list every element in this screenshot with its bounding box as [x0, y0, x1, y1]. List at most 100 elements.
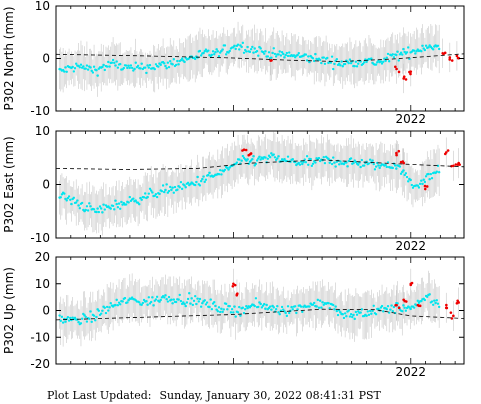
- red-point: [456, 299, 459, 303]
- cyan-point: [368, 309, 372, 313]
- cyan-point: [195, 180, 198, 184]
- red-point: [232, 282, 235, 286]
- cyan-point: [295, 311, 298, 315]
- cyan-point: [161, 184, 165, 187]
- cyan-point: [183, 302, 186, 306]
- figure-canvas: -10 0 10 2022 P302 North (mm) -10 0 10 2022 P302…: [2, 0, 465, 379]
- cyan-point: [104, 311, 108, 315]
- cyan-point: [207, 49, 210, 52]
- cyan-point: [139, 67, 142, 70]
- cyan-point: [334, 165, 337, 168]
- red-point: [397, 70, 401, 74]
- x-tick-label: 2022: [396, 365, 427, 379]
- y-tick-label: 20: [35, 250, 50, 264]
- error-bars: [59, 21, 458, 97]
- cyan-point: [223, 168, 227, 171]
- cyan-point: [102, 63, 105, 67]
- data-points: [58, 41, 461, 81]
- cyan-point: [327, 157, 330, 161]
- cyan-point: [201, 177, 204, 181]
- cyan-point: [169, 59, 172, 63]
- cyan-point: [362, 61, 366, 64]
- cyan-point: [345, 314, 348, 318]
- cyan-point: [240, 159, 243, 162]
- cyan-point: [194, 183, 197, 187]
- cyan-point: [374, 63, 378, 66]
- cyan-point: [66, 315, 70, 319]
- cyan-point: [409, 178, 412, 182]
- cyan-point: [96, 207, 99, 210]
- cyan-point: [335, 57, 339, 61]
- cyan-point: [308, 60, 311, 64]
- trend-line: [55, 308, 465, 321]
- cyan-point: [436, 44, 440, 47]
- cyan-point: [229, 311, 233, 314]
- cyan-point: [73, 316, 77, 320]
- cyan-point: [195, 302, 198, 306]
- cyan-point: [238, 158, 241, 161]
- cyan-point: [427, 172, 430, 176]
- cyan-point: [204, 48, 208, 51]
- cyan-point: [80, 317, 84, 320]
- cyan-point: [304, 161, 308, 164]
- cyan-point: [246, 158, 249, 161]
- cyan-point: [254, 297, 258, 300]
- cyan-point: [199, 54, 203, 57]
- cyan-point: [145, 300, 148, 303]
- cyan-point: [205, 301, 209, 304]
- cyan-point: [174, 300, 178, 304]
- cyan-point: [138, 301, 141, 304]
- east-panel: -10 0 10 2022 P302 East (mm): [2, 124, 465, 253]
- cyan-point: [169, 185, 172, 189]
- cyan-point: [241, 41, 245, 45]
- cyan-point: [173, 185, 177, 189]
- cyan-point: [322, 56, 325, 59]
- cyan-point: [105, 65, 109, 68]
- red-point: [394, 65, 397, 69]
- cyan-point: [414, 52, 417, 55]
- cyan-point: [170, 188, 173, 192]
- cyan-point: [116, 206, 120, 209]
- cyan-point: [159, 298, 162, 302]
- cyan-point: [85, 320, 89, 323]
- cyan-point: [346, 165, 349, 168]
- cyan-point: [437, 47, 441, 51]
- cyan-point: [99, 207, 103, 210]
- cyan-point: [245, 50, 248, 53]
- cyan-point: [65, 70, 68, 73]
- cyan-point: [232, 311, 235, 314]
- plot-area: [55, 268, 465, 347]
- cyan-point: [404, 172, 408, 175]
- cyan-point: [318, 58, 322, 62]
- cyan-point: [284, 53, 287, 57]
- cyan-point: [246, 45, 249, 49]
- cyan-point: [412, 49, 416, 52]
- cyan-point: [165, 297, 168, 301]
- cyan-point: [122, 66, 126, 70]
- cyan-point: [245, 304, 248, 308]
- cyan-point: [328, 307, 331, 310]
- cyan-point: [318, 299, 322, 302]
- cyan-point: [151, 296, 154, 299]
- cyan-point: [110, 61, 114, 64]
- cyan-point: [424, 44, 428, 47]
- cyan-point: [147, 296, 150, 299]
- north-panel: -10 0 10 2022 P302 North (mm): [2, 0, 465, 126]
- cyan-point: [277, 155, 280, 158]
- cyan-point: [165, 67, 168, 70]
- red-point: [244, 148, 248, 152]
- cyan-point: [178, 293, 181, 297]
- cyan-point: [385, 308, 389, 311]
- cyan-point: [355, 313, 359, 316]
- cyan-point: [437, 305, 441, 309]
- cyan-point: [180, 57, 184, 60]
- footer-timestamp: Sunday, January 30, 2022 08:41:31 PST: [159, 389, 381, 402]
- red-point: [443, 152, 447, 156]
- red-point: [423, 187, 427, 191]
- cyan-point: [253, 47, 256, 50]
- cyan-point: [316, 298, 319, 302]
- cyan-point: [332, 303, 335, 307]
- cyan-point: [339, 64, 342, 67]
- cyan-point: [119, 303, 122, 306]
- cyan-point: [228, 49, 231, 53]
